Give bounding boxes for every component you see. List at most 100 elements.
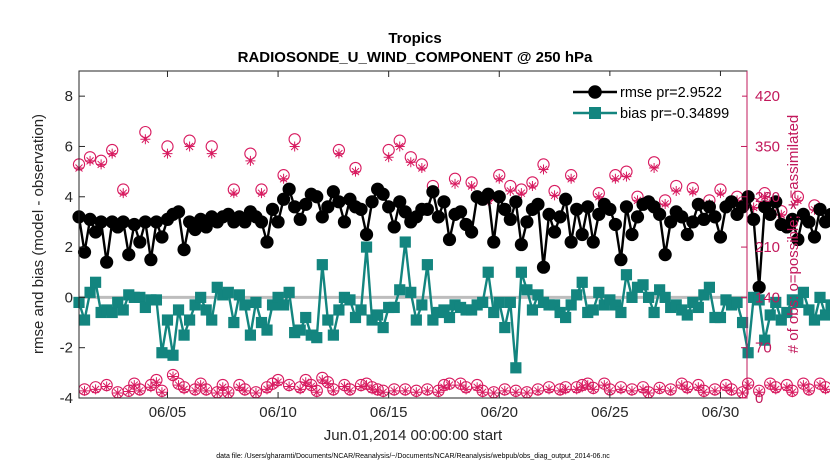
bias-point — [548, 299, 561, 311]
bias-point — [488, 306, 500, 319]
bias-point — [178, 329, 190, 341]
rmse-point — [426, 185, 440, 199]
rmse-point — [708, 210, 722, 224]
assimilated-obs-marker — [90, 384, 101, 395]
rmse-point — [763, 207, 777, 221]
x-tick-label: 06/20 — [480, 404, 518, 421]
bias-point — [278, 299, 290, 311]
assimilated-obs-marker — [444, 380, 455, 391]
assimilated-obs-marker — [715, 188, 726, 199]
bias-point — [808, 314, 821, 326]
y-tick-label: 6 — [65, 138, 73, 155]
bias-point — [770, 296, 782, 309]
rmse-point — [88, 225, 103, 239]
bias-point — [515, 266, 527, 278]
bias-point — [189, 299, 201, 311]
bias-point — [504, 296, 516, 309]
assimilated-obs-marker — [206, 148, 217, 159]
bias-point — [803, 304, 815, 316]
rmse-point — [752, 280, 766, 294]
rmse-point — [171, 205, 186, 219]
assimilated-obs-marker — [311, 387, 322, 398]
rmse-point — [802, 215, 816, 229]
bias-point — [405, 286, 417, 298]
assimilated-obs-marker — [317, 375, 328, 386]
assimilated-obs-marker — [416, 163, 427, 174]
rmse-point — [664, 215, 678, 229]
rmse-point — [387, 220, 401, 234]
assimilated-obs-marker — [328, 385, 339, 396]
bias-point — [372, 309, 384, 321]
bias-point — [642, 291, 655, 303]
rmse-point — [614, 253, 628, 267]
assimilated-obs-marker — [654, 384, 665, 395]
bias-point — [355, 304, 367, 316]
rmse-point — [658, 248, 672, 262]
assimilated-obs-marker — [361, 380, 372, 391]
bias-point — [117, 304, 129, 316]
bias-point — [327, 329, 339, 341]
bias-point — [443, 311, 456, 324]
legend-bias-label: bias pr=-0.34899 — [620, 106, 729, 122]
assimilated-obs-marker — [615, 384, 626, 395]
rmse-point — [807, 230, 822, 244]
assimilated-obs-marker — [505, 186, 516, 197]
rmse-point — [155, 230, 169, 244]
legend-bias-marker — [589, 107, 601, 119]
rmse-point — [630, 210, 645, 224]
rmse-point — [625, 227, 639, 242]
assimilated-obs-marker — [450, 178, 461, 189]
y2-tick-label: 0 — [755, 390, 763, 407]
bias-point — [731, 296, 743, 309]
bias-point — [714, 311, 727, 324]
bias-point — [814, 291, 826, 303]
assimilated-obs-marker — [538, 164, 549, 175]
bias-point — [139, 301, 151, 314]
assimilated-obs-marker — [621, 171, 632, 182]
assimilated-obs-marker — [582, 380, 593, 391]
rmse-point — [559, 192, 573, 206]
bias-point — [659, 291, 671, 303]
bias-point — [609, 299, 621, 311]
assimilated-obs-marker — [295, 384, 306, 395]
assimilated-obs-marker — [179, 384, 190, 395]
rmse-point — [531, 197, 545, 211]
obs-count-layer — [72, 125, 830, 399]
assimilated-obs-marker — [101, 381, 112, 392]
rmse-point — [520, 215, 534, 229]
rmse-point — [83, 212, 97, 227]
assimilated-obs-marker — [267, 380, 278, 391]
x-tick-label: 06/30 — [702, 404, 740, 421]
assimilated-obs-marker — [383, 152, 394, 163]
assimilated-obs-marker — [638, 384, 649, 395]
bias-point — [333, 304, 345, 316]
assimilated-obs-marker — [776, 209, 787, 220]
assimilated-obs-marker — [665, 385, 676, 396]
rmse-point — [420, 202, 434, 216]
assimilated-obs-marker — [134, 385, 145, 396]
data-file-note: data file: /Users/gharamti/Documents/NCA… — [216, 453, 610, 460]
rmse-point — [282, 182, 296, 196]
y-axis-left: -4 -2 0 2 4 6 8 — [60, 88, 85, 407]
rmse-point — [127, 217, 141, 232]
assimilated-obs-marker — [610, 173, 621, 184]
assimilated-obs-marker — [693, 382, 704, 393]
rmse-point — [299, 197, 313, 211]
assimilated-obs-marker — [549, 190, 560, 201]
rmse-point — [686, 215, 700, 229]
assimilated-obs-marker — [671, 186, 682, 197]
x-axis-label: Jun.01,2014 00:00:00 start — [324, 427, 503, 444]
assimilated-obs-marker — [356, 381, 367, 392]
bias-point — [692, 301, 704, 314]
assimilated-obs-marker — [455, 380, 466, 391]
bias-point — [294, 324, 306, 336]
assimilated-obs-marker — [438, 382, 449, 393]
bias-point — [576, 276, 588, 288]
rmse-point — [735, 200, 750, 214]
assimilated-obs-marker — [649, 163, 660, 174]
assimilated-obs-marker — [184, 141, 195, 152]
bias-point — [283, 286, 295, 298]
bias-point — [698, 289, 710, 301]
assimilated-obs-marker — [278, 173, 289, 184]
assimilated-obs-marker — [372, 385, 383, 396]
